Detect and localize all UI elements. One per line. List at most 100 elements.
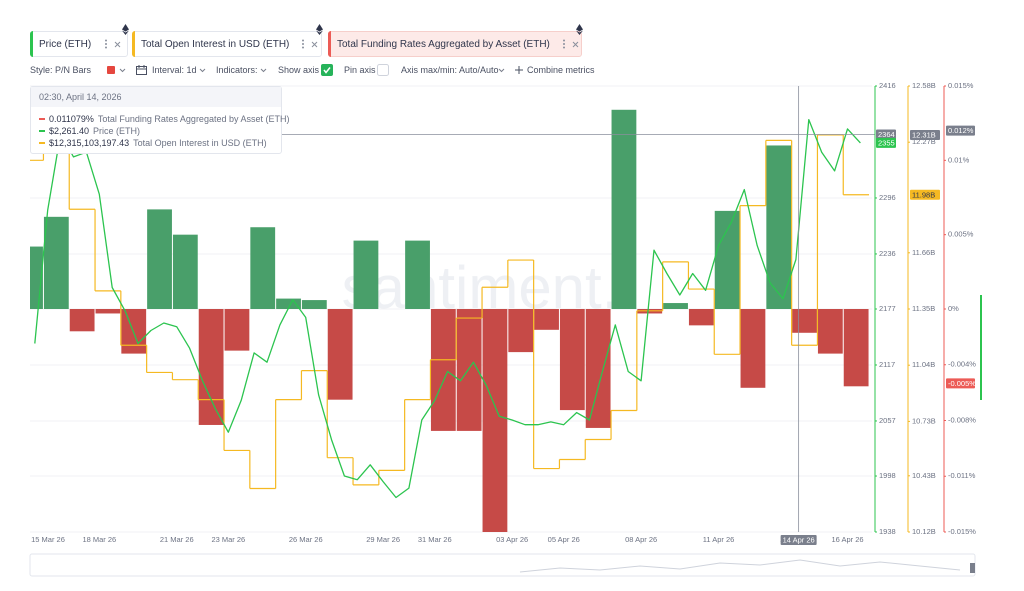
- indicators-select[interactable]: Indicators:: [216, 65, 258, 75]
- icon-chevron: [498, 68, 505, 72]
- icon-dots: [562, 39, 565, 49]
- y-tick-label: 10.12B: [912, 527, 936, 536]
- y-tick-label: 2236: [879, 249, 896, 258]
- tab-label: Price (ETH): [39, 38, 92, 50]
- icon-checked: [321, 64, 333, 76]
- tooltip-title: 02:30, April 14, 2026: [31, 87, 281, 107]
- icon[interactable]: [562, 39, 566, 49]
- tooltip-dash: [39, 130, 45, 132]
- metric-tab[interactable]: Total Open Interest in USD (ETH): [132, 31, 322, 57]
- funding-bar: [792, 309, 817, 333]
- icon-dots: [562, 43, 565, 45]
- scroll-indicator: [980, 295, 982, 400]
- icon-dots: [302, 46, 305, 49]
- funding-bar: [740, 309, 766, 388]
- icon-chevron: [119, 68, 126, 72]
- axis-maxmin-select[interactable]: Axis max/min: Auto/Auto: [401, 65, 499, 75]
- icon-close: [312, 41, 318, 47]
- icon-dots: [105, 39, 107, 49]
- tooltip-value: $12,315,103,197.43: [49, 138, 130, 148]
- x-tick-label: 03 Apr 26: [496, 535, 528, 544]
- icon-swatch: [107, 66, 115, 74]
- funding-bar: [276, 298, 301, 309]
- x-tick-label: 31 Mar 26: [418, 535, 452, 544]
- y-tick-label: -0.015%: [948, 527, 976, 536]
- icon-eth: [122, 24, 129, 35]
- funding-bar: [43, 216, 69, 309]
- last-badge-label: -0.005%: [948, 379, 976, 388]
- y-tick-label: 0.015%: [948, 81, 974, 90]
- color-select[interactable]: [107, 63, 115, 77]
- icon-chevron: [260, 68, 267, 72]
- x-tick-label: 26 Mar 26: [289, 535, 323, 544]
- funding-bar: [611, 109, 637, 309]
- interval-select[interactable]: Interval: 1d: [152, 65, 197, 75]
- style-select[interactable]: Style: P/N Bars: [30, 65, 92, 75]
- funding-bar: [405, 240, 430, 309]
- funding-bar: [301, 300, 327, 309]
- icon[interactable]: [311, 41, 318, 48]
- chevron[interactable]: [199, 63, 206, 77]
- tooltip-row: $2,261.40 Price (ETH): [39, 125, 140, 137]
- metric-tab[interactable]: Price (ETH): [30, 31, 128, 57]
- icon-plus: [515, 66, 523, 74]
- y-tick-label: 0.01%: [948, 155, 970, 164]
- chevron[interactable]: [119, 63, 126, 77]
- tooltip-label: Price (ETH): [93, 126, 141, 136]
- pin-axis-label: Pin axis: [344, 65, 376, 75]
- last-badge: [876, 137, 896, 148]
- plus-icon[interactable]: [515, 63, 523, 77]
- icon[interactable]: [104, 39, 108, 49]
- y-tick-label: 11.66B: [912, 248, 935, 257]
- crosshair-badge: [910, 129, 940, 140]
- tooltip-value: 0.011079%: [49, 114, 94, 124]
- eth-icon: [576, 24, 583, 35]
- y-tick-label: 11.04B: [912, 360, 935, 369]
- chevron[interactable]: [260, 63, 267, 77]
- show-axis-checkbox[interactable]: [321, 63, 333, 77]
- icon-unchecked: [377, 64, 389, 76]
- icon-eth: [576, 24, 583, 35]
- tooltip-value: $2,261.40: [49, 126, 90, 136]
- icon-chevron: [498, 68, 505, 72]
- chevron[interactable]: [498, 63, 505, 77]
- tab-label: Total Funding Rates Aggregated by Asset …: [337, 38, 550, 50]
- icon-close: [312, 41, 318, 47]
- funding-bar: [250, 227, 276, 309]
- y-tick-label: 2117: [879, 360, 895, 369]
- tooltip-label: Total Funding Rates Aggregated by Asset …: [97, 114, 290, 124]
- funding-bar: [69, 309, 95, 332]
- icon-eth: [316, 24, 323, 35]
- icon[interactable]: [572, 41, 579, 48]
- navigator-preview: [519, 559, 961, 573]
- y-tick-label: 2057: [879, 416, 896, 425]
- eth-icon: [122, 24, 129, 35]
- last-badge: [946, 378, 975, 389]
- icon[interactable]: [114, 41, 121, 48]
- y-tick-label: 2416: [879, 81, 896, 90]
- last-badge-label: 11.98B: [912, 190, 935, 199]
- icon[interactable]: [301, 39, 305, 49]
- icon-close: [572, 41, 579, 47]
- x-tick-label: 15 Mar 26: [31, 535, 65, 544]
- icon-eth: [576, 24, 583, 32]
- icon-chevron: [199, 68, 206, 72]
- y-tick-label: 0.005%: [948, 230, 974, 239]
- icon-eth: [576, 30, 583, 35]
- tooltip-dash: [39, 118, 45, 120]
- crosshair-badge-label: 12.31B: [912, 130, 936, 139]
- metric-tab[interactable]: Total Funding Rates Aggregated by Asset …: [328, 31, 582, 57]
- y-tick-label: 2296: [879, 193, 896, 202]
- icon-close: [572, 41, 579, 47]
- pin-axis-checkbox[interactable]: [377, 63, 389, 77]
- icon-chevron: [260, 68, 267, 72]
- y-tick-label: 10.73B: [912, 416, 936, 425]
- icon-calendar: [136, 65, 147, 70]
- y-tick-label: -0.004%: [948, 360, 976, 369]
- y-tick-label: 0%: [948, 304, 959, 313]
- funding-bar: [766, 145, 792, 309]
- icon-calendar: [136, 65, 147, 75]
- navigator-handle[interactable]: [970, 563, 975, 573]
- combine-metrics[interactable]: Combine metrics: [527, 65, 595, 75]
